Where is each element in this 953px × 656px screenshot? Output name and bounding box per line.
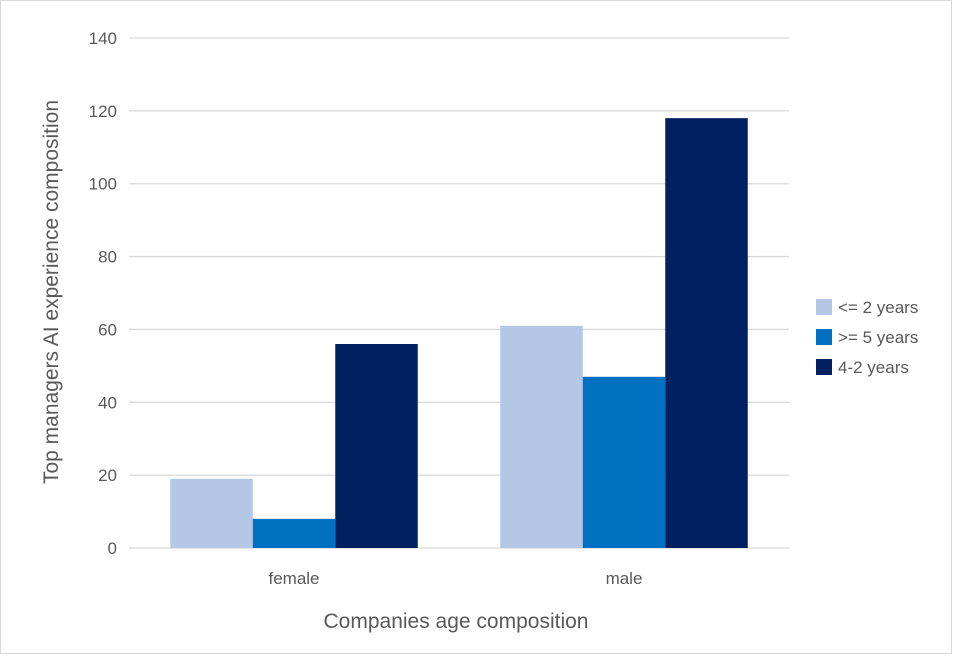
y-tick-labels: 0 20 40 60 80 100 120 140 [89,29,117,558]
bar [335,344,418,548]
legend-label: 4-2 years [838,358,909,377]
bar [582,376,666,548]
x-axis-title: Companies age composition [324,610,589,633]
bar [665,118,748,549]
y-tick-label: 100 [89,175,117,194]
bar [170,478,253,548]
y-tick-label: 120 [89,102,117,121]
y-tick-label: 40 [98,393,117,412]
bars [170,118,748,549]
bar [500,325,583,548]
legend-label: <= 2 years [838,298,918,317]
gridlines [129,37,789,549]
y-tick-label: 60 [98,320,117,339]
y-axis-title: Top managers AI experience composition [40,100,63,484]
legend: <= 2 years >= 5 years 4-2 years [816,298,918,377]
y-tick-label: 20 [98,466,117,485]
x-tick-label: male [606,569,643,588]
legend-swatch [816,359,832,375]
x-tick-label: female [268,569,319,588]
bar [252,518,336,548]
legend-swatch [816,329,832,345]
legend-label: >= 5 years [838,328,918,347]
x-tick-labels: female male [268,569,642,588]
y-tick-label: 140 [89,29,117,48]
y-tick-label: 80 [98,248,117,267]
legend-swatch [816,299,832,315]
y-tick-label: 0 [108,539,117,558]
